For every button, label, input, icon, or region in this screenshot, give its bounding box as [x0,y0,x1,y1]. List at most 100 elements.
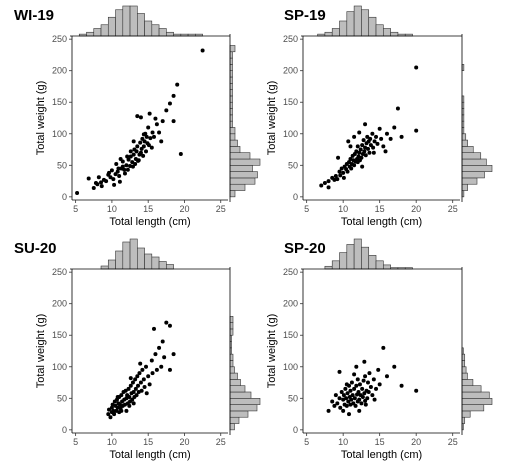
data-point [150,130,155,135]
data-point [358,147,363,152]
data-point [138,150,143,155]
data-point [376,367,381,372]
y-tick-label: 0 [62,425,67,435]
hist-x-bar [107,259,116,270]
data-point [147,111,152,116]
hist-y-bar [229,385,246,393]
y-tick-label: 0 [293,425,298,435]
hist-y-bar [229,146,241,153]
data-point [153,116,158,121]
data-point [332,403,337,408]
data-point [341,393,346,398]
data-point [337,169,342,174]
data-point [125,154,130,159]
data-point [361,378,366,383]
data-point [367,371,372,376]
data-point [138,115,143,120]
hist-x-bar [368,16,377,37]
data-point [134,149,139,154]
hist-x-bar [383,264,391,270]
data-point [344,382,349,387]
data-point [361,138,366,143]
data-point [135,374,140,379]
hist-x-bar [353,238,362,270]
x-tick-label: 15 [143,437,153,447]
hist-y-bar [229,328,234,336]
data-point [175,82,180,87]
data-point [360,143,365,148]
data-point [75,191,80,196]
data-point [377,382,382,387]
hist-y-bar [229,316,234,323]
data-point [118,157,123,161]
data-point [147,382,152,387]
data-point [384,131,389,136]
data-point [367,150,372,155]
data-point [124,163,129,168]
hist-x-bar [137,13,145,37]
data-point [120,164,125,169]
data-point [348,144,353,149]
hist-x-bar [390,31,399,37]
data-point [372,397,377,402]
data-point [326,185,331,190]
data-point [130,380,135,385]
data-point [381,144,386,149]
hist-y-bar [229,366,235,374]
data-point [135,144,140,149]
y-tick-label: 200 [283,299,298,309]
data-point [322,180,327,185]
data-point [363,374,368,379]
data-point [160,119,165,124]
hist-y-bar [461,372,468,380]
hist-y-bar [461,177,478,185]
y-tick-label: 100 [52,362,67,372]
data-point [139,388,144,393]
data-point [151,326,156,331]
data-point [399,383,404,388]
x-tick-label: 25 [448,437,458,447]
hist-y-bar [461,353,466,361]
data-point [359,155,364,160]
data-point [107,170,112,175]
panel-label: SP-20 [284,240,326,257]
hist-y-bar [229,171,258,179]
data-point [123,388,128,393]
hist-y-bar [229,410,249,418]
hist-y-bar [229,165,253,172]
data-point [352,396,357,401]
data-point [335,177,340,182]
hist-y-bar [229,360,234,368]
hist-x-bar [324,31,333,37]
data-point [115,169,120,174]
data-point [146,374,151,379]
x-tick-label: 25 [448,204,458,214]
data-point [337,369,342,374]
data-point [141,144,146,149]
data-point [395,106,400,111]
data-point [107,407,112,412]
data-point [399,134,404,139]
data-point [131,152,136,157]
data-point [365,134,370,139]
hist-x-bar [93,28,102,37]
y-tick-label: 0 [293,192,298,202]
hist-y-bar [461,391,490,399]
data-point [144,149,149,154]
data-point [357,130,362,135]
data-point [134,393,139,398]
hist-x-bar [331,260,340,270]
hist-y-bar [461,139,468,147]
data-point [381,345,386,350]
data-point [149,358,154,363]
data-point [151,134,156,139]
data-point [338,173,343,178]
data-point [122,167,127,172]
data-point [379,136,384,141]
data-point [392,125,397,130]
data-point [370,393,375,398]
data-point [333,174,338,179]
data-point [144,391,149,396]
hist-y-bar [229,353,234,361]
